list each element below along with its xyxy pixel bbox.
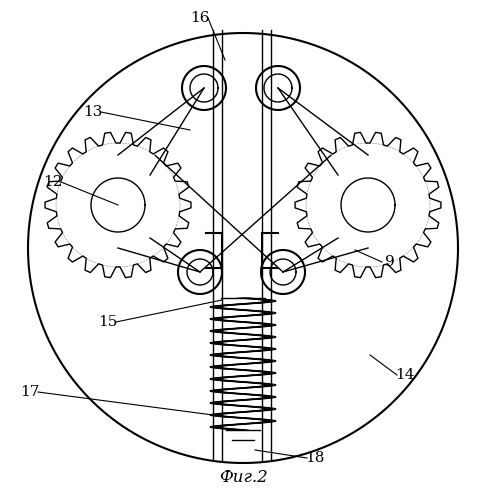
Text: 9: 9 [385,255,395,269]
Text: 13: 13 [83,105,103,119]
Text: 16: 16 [190,11,210,25]
Text: 15: 15 [98,315,118,329]
Text: 18: 18 [305,451,325,465]
Text: 17: 17 [20,385,39,399]
Text: 14: 14 [395,368,415,382]
Text: Фиг.2: Фиг.2 [219,470,267,486]
Text: 12: 12 [43,175,63,189]
